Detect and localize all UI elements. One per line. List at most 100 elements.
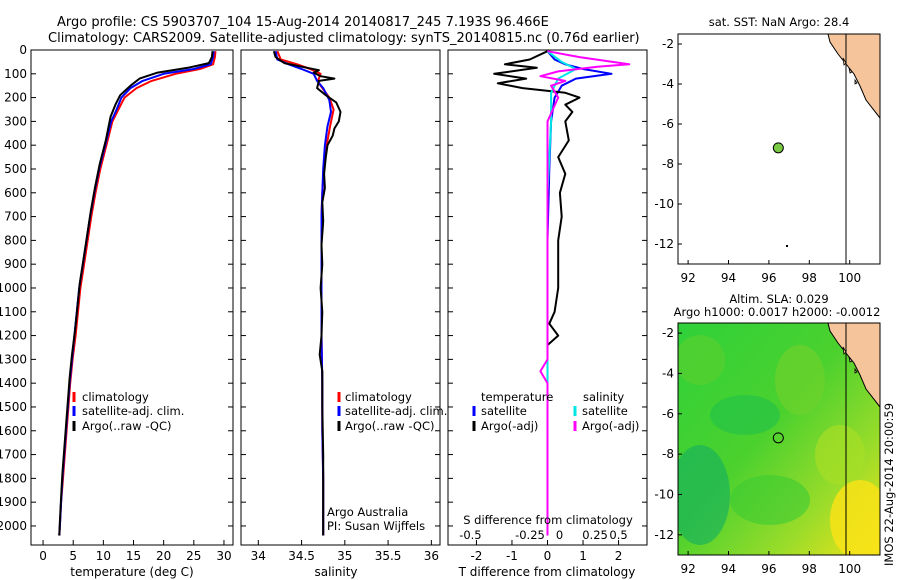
depth-tick-label: 1000 — [0, 281, 27, 295]
depth-tick-label: 1800 — [0, 471, 27, 485]
legend-heading-salinity: salinity — [583, 390, 624, 404]
map-y-tick-label: -12 — [654, 528, 674, 542]
x-tick-label: 34.5 — [288, 549, 315, 563]
x-tick-label-s: 0.25 — [582, 528, 608, 542]
map-x-tick-label: 92 — [680, 271, 695, 285]
sst-map-title: sat. SST: NaN Argo: 28.4 — [709, 15, 850, 29]
annotation-argo-australia: Argo Australia — [327, 505, 408, 519]
x-tick-label-s: -0.5 — [459, 528, 481, 542]
small-island — [786, 245, 788, 247]
legend-label-t-argo: Argo(-adj) — [481, 419, 538, 433]
legend-label-s-satellite: satellite — [582, 404, 628, 418]
depth-tick-label: 600 — [4, 186, 27, 200]
depth-tick-label: 1700 — [0, 448, 27, 462]
depth-tick-label: 700 — [4, 210, 27, 224]
t-difference-axis-label: T difference from climatology — [458, 565, 636, 579]
depth-tick-label: 1500 — [0, 400, 27, 414]
depth-tick-label: 500 — [4, 162, 27, 176]
map-x-tick-label: 96 — [761, 562, 776, 576]
difference-series — [493, 50, 631, 536]
depth-tick-label: 2000 — [0, 519, 27, 533]
x-tick-label: 36 — [424, 549, 439, 563]
float-position-marker — [772, 432, 784, 444]
map-y-tick-label: -4 — [662, 77, 674, 91]
depth-tick-label: 1300 — [0, 352, 27, 366]
x-tick-label-s: -0.25 — [515, 528, 545, 542]
depth-tick-label: 0 — [19, 43, 27, 57]
islands — [842, 346, 858, 374]
float-position-marker — [772, 142, 784, 154]
sst-map-frame — [677, 33, 881, 265]
depth-tick-label: 900 — [4, 257, 27, 271]
temperature-series — [58, 51, 217, 536]
figure-title-line1: Argo profile: CS 5903707_104 15-Aug-2014… — [57, 15, 549, 30]
x-tick-label-s: 0.5 — [609, 528, 627, 542]
x-tick-label: 25 — [186, 549, 201, 563]
x-tick-label: 20 — [156, 549, 171, 563]
x-tick-label: 15 — [126, 549, 141, 563]
series-line-climatology — [58, 51, 217, 536]
legend-label-satellite: satellite-adj. clim. — [82, 404, 184, 418]
sla-map-title-line1: Altim. SLA: 0.029 — [729, 292, 828, 306]
depth-tick-label: 800 — [4, 233, 27, 247]
x-axes: 0 5 10 15 20 25 30 34 34.5 35 35.5 36 -2 -1 0 1 2 -0.5 -0.… — [39, 528, 627, 563]
series-line-argo-raw-qc- — [272, 50, 342, 536]
map-x-tick-label: 94 — [721, 562, 736, 576]
map-y-tick-label: -2 — [662, 326, 674, 340]
imos-timestamp: IMOS 22-Aug-2014 20:00:59 — [882, 403, 896, 566]
map-y-tick-label: -8 — [662, 447, 674, 461]
temperature-panel-frame — [30, 49, 234, 546]
x-tick-label: 30 — [216, 549, 231, 563]
series-line-argo-adj- — [539, 50, 631, 536]
series-line-argo-raw-qc- — [58, 51, 214, 536]
salinity-legend: climatology satellite-adj. clim. Argo(..… — [327, 390, 447, 533]
map-y-tick-label: -10 — [654, 197, 674, 211]
depth-tick-label: 100 — [4, 67, 27, 81]
sla-map — [678, 323, 880, 555]
map-x-tick-label: 96 — [761, 271, 776, 285]
map-x-tick-label: 98 — [802, 562, 817, 576]
legend-label-argo: Argo(..raw -QC) — [345, 419, 435, 433]
legend-label-argo: Argo(..raw -QC) — [82, 419, 172, 433]
legend-label-climatology: climatology — [345, 390, 412, 404]
x-tick-label-s: 0 — [556, 528, 563, 542]
sla-map-title-line2: Argo h1000: 0.0017 h2000: -0.0012 — [674, 305, 881, 319]
temperature-axis-label: temperature (deg C) — [70, 565, 193, 579]
map-x-tick-label: 100 — [838, 271, 861, 285]
depth-axis: 0 100 200 300 400 500 600 700 800 900 1000 1100 1200… — [0, 43, 647, 533]
depth-tick-label: 1600 — [0, 424, 27, 438]
depth-tick-label: 1200 — [0, 329, 27, 343]
temperature-legend: climatology satellite-adj. clim. Argo(..… — [72, 390, 184, 433]
map-y-tick-label: -12 — [654, 237, 674, 251]
map-x-tick-label: 94 — [721, 271, 736, 285]
x-tick-label: 34 — [251, 549, 266, 563]
legend-heading-temperature: temperature — [481, 390, 553, 404]
x-tick-label: 35 — [337, 549, 352, 563]
map-y-tick-label: -10 — [654, 487, 674, 501]
difference-legend: temperature salinity satellite Argo(-adj… — [472, 390, 639, 433]
legend-label-s-argo: Argo(-adj) — [582, 419, 639, 433]
legend-label-climatology: climatology — [82, 390, 149, 404]
salinity-panel-frame — [240, 49, 441, 546]
depth-tick-label: 300 — [4, 114, 27, 128]
x-tick-label: 5 — [69, 549, 77, 563]
salinity-series — [272, 50, 342, 536]
map-x-tick-label: 98 — [802, 271, 817, 285]
map-x-tick-label: 92 — [680, 562, 695, 576]
depth-tick-label: 1900 — [0, 495, 27, 509]
salinity-axis-label: salinity — [314, 565, 357, 579]
legend-label-satellite: satellite-adj. clim. — [345, 404, 447, 418]
sla-map-frame — [677, 322, 881, 556]
map-y-tick-label: -2 — [662, 37, 674, 51]
map-y-tick-label: -6 — [662, 117, 674, 131]
series-line-climatology — [276, 50, 335, 536]
legend-label-t-satellite: satellite — [481, 404, 527, 418]
depth-tick-label: 400 — [4, 138, 27, 152]
x-tick-label: 1 — [579, 549, 587, 563]
x-tick-label: -2 — [470, 549, 482, 563]
x-tick-label: 35.5 — [375, 549, 402, 563]
map-y-tick-label: -6 — [662, 407, 674, 421]
series-line-satellite-adj-clim- — [58, 51, 215, 536]
map-x-tick-label: 100 — [838, 562, 861, 576]
